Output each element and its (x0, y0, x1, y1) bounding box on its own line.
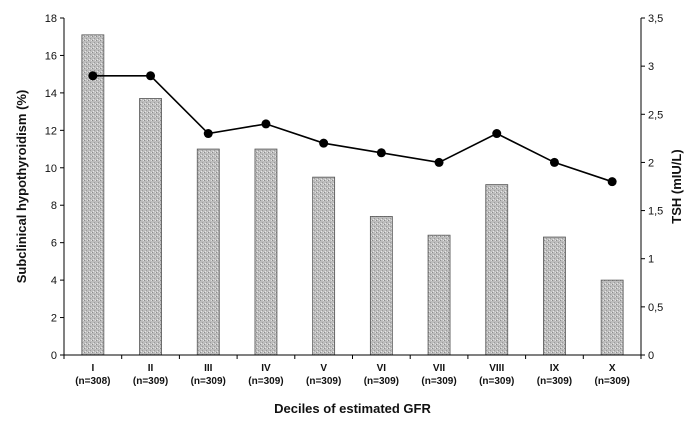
tsh-point-I (88, 71, 98, 81)
tsh-point-V (319, 138, 329, 148)
y-tick-label: 0 (51, 350, 57, 362)
y-tick-label: 4 (51, 275, 57, 287)
y-tick-label: 2 (51, 313, 57, 325)
x-tick-label: III (204, 363, 213, 374)
y-tick-label: 12 (45, 125, 57, 137)
labels-layer: 0 2 4 6 8 10 12 14 16 18 0 0,5 1 1,5 2 2,5 3 3,5 I (n=308) I… (45, 13, 664, 387)
y-tick-label: 10 (45, 163, 57, 175)
bar-VI (369, 216, 393, 356)
x-tick-count: (n=309) (306, 376, 341, 387)
y-tick-label: 18 (45, 13, 57, 25)
x-tick-label: VI (377, 363, 387, 374)
x-tick-count: (n=309) (479, 376, 514, 387)
y2-tick-label: 3 (648, 61, 654, 73)
x-tick-label: X (609, 363, 616, 374)
x-tick-count: (n=309) (191, 376, 226, 387)
x-tick-count: (n=309) (537, 376, 572, 387)
x-tick-label: VII (433, 363, 445, 374)
bars-layer (81, 34, 624, 356)
bar-X (600, 279, 624, 356)
x-tick-count: (n=309) (364, 376, 399, 387)
tsh-point-III (203, 129, 213, 139)
y2-tick-label: 2,5 (648, 109, 663, 121)
y2-axis-title: TSH (mIU/L) (669, 149, 684, 223)
x-tick-label: IX (550, 363, 560, 374)
axes-layer (60, 17, 645, 359)
bar-IX (543, 236, 566, 356)
y-tick-label: 16 (45, 50, 57, 62)
y2-tick-label: 0 (648, 350, 654, 362)
y2-tick-label: 3,5 (648, 13, 663, 25)
tsh-point-IV (261, 119, 271, 129)
y2-tick-label: 2 (648, 157, 654, 169)
y2-tick-label: 1,5 (648, 206, 663, 218)
x-tick-count: (n=309) (133, 376, 168, 387)
y2-tick-label: 1 (648, 254, 654, 266)
x-axis-title: Deciles of estimated GFR (274, 401, 431, 416)
bar-VII (427, 234, 451, 356)
x-tick-label: IV (261, 363, 271, 374)
bar-VIII (485, 184, 509, 356)
tsh-point-X (607, 177, 617, 187)
x-tick-count: (n=309) (248, 376, 283, 387)
y-tick-label: 8 (51, 200, 57, 212)
y-axis-title: Subclinical hypothyroidism (%) (14, 90, 29, 284)
x-tick-count: (n=308) (75, 376, 110, 387)
x-tick-count: (n=309) (595, 376, 630, 387)
y-tick-label: 14 (45, 88, 57, 100)
tsh-point-IX (549, 157, 559, 167)
x-tick-count: (n=309) (421, 376, 456, 387)
tsh-point-VI (376, 148, 386, 158)
x-tick-label: II (148, 363, 154, 374)
tsh-point-VII (434, 157, 444, 167)
tsh-point-VIII (492, 129, 502, 139)
x-tick-label: VIII (489, 363, 504, 374)
tsh-point-II (146, 71, 156, 81)
bar-IV (254, 148, 278, 356)
bar-V (312, 176, 336, 356)
bar-III (196, 148, 220, 356)
tsh-line (92, 74, 613, 183)
y2-tick-label: 0,5 (648, 302, 663, 314)
bar-II (139, 98, 162, 356)
y-tick-label: 6 (51, 238, 57, 250)
bar-I (81, 34, 105, 356)
x-tick-label: I (91, 363, 94, 374)
tsh-line-layer (88, 71, 617, 187)
x-tick-label: V (320, 363, 327, 374)
